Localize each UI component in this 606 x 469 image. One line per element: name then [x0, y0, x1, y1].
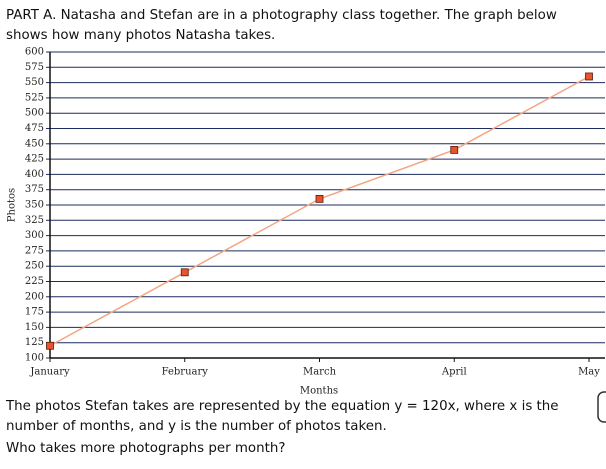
data-point: [315, 194, 324, 203]
y-tick-label: 225: [25, 276, 44, 287]
y-tick-label: 125: [25, 337, 44, 348]
y-tick-label: 200: [25, 291, 44, 302]
y-axis-label: Photos: [7, 188, 18, 222]
y-tick-label: 500: [25, 108, 44, 119]
question: Who takes more photographs per month?: [6, 441, 286, 456]
y-tick-label: 375: [25, 184, 44, 195]
data-point: [450, 146, 459, 154]
data-line: [49, 75, 590, 347]
y-tick-label: 300: [25, 230, 44, 241]
y-tick-label: 450: [25, 138, 44, 149]
y-tick-label: 100: [25, 353, 44, 364]
y-tick-label: 175: [25, 307, 44, 318]
data-point: [585, 72, 593, 81]
y-tick-label: 425: [25, 154, 44, 165]
y-tick-label: 550: [25, 77, 44, 88]
y-tick-label: 525: [25, 92, 44, 103]
cut-off-button: [597, 391, 606, 423]
y-tick-label: 325: [25, 215, 44, 226]
y-tick-label: 350: [25, 200, 44, 211]
data-point: [180, 268, 189, 277]
x-tick-label: February: [162, 367, 209, 378]
y-tick-label: 150: [25, 322, 44, 333]
y-tick-label: 475: [25, 123, 44, 134]
x-axis-label: Months: [300, 386, 338, 397]
x-tick-label: March: [303, 367, 337, 378]
y-tick-label: 575: [25, 62, 44, 73]
data-point: [46, 341, 54, 350]
y-tick-label: 250: [25, 261, 44, 272]
x-tick-label: January: [29, 367, 70, 378]
y-tick-label: 600: [25, 47, 44, 58]
x-tick-label: April: [441, 367, 467, 378]
y-tick-label: 400: [25, 169, 44, 180]
question-text: The photos Stefan takes are represented …: [6, 399, 559, 434]
y-tick-label: 275: [25, 245, 44, 256]
intro-text: PART A. Natasha and Stefan are in a phot…: [6, 8, 557, 43]
x-tick-label: May: [578, 367, 600, 378]
